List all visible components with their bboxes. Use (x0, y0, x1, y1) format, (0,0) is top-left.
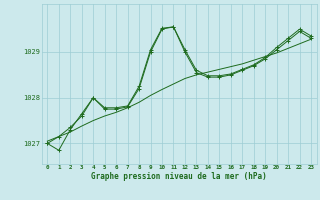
X-axis label: Graphe pression niveau de la mer (hPa): Graphe pression niveau de la mer (hPa) (91, 172, 267, 181)
